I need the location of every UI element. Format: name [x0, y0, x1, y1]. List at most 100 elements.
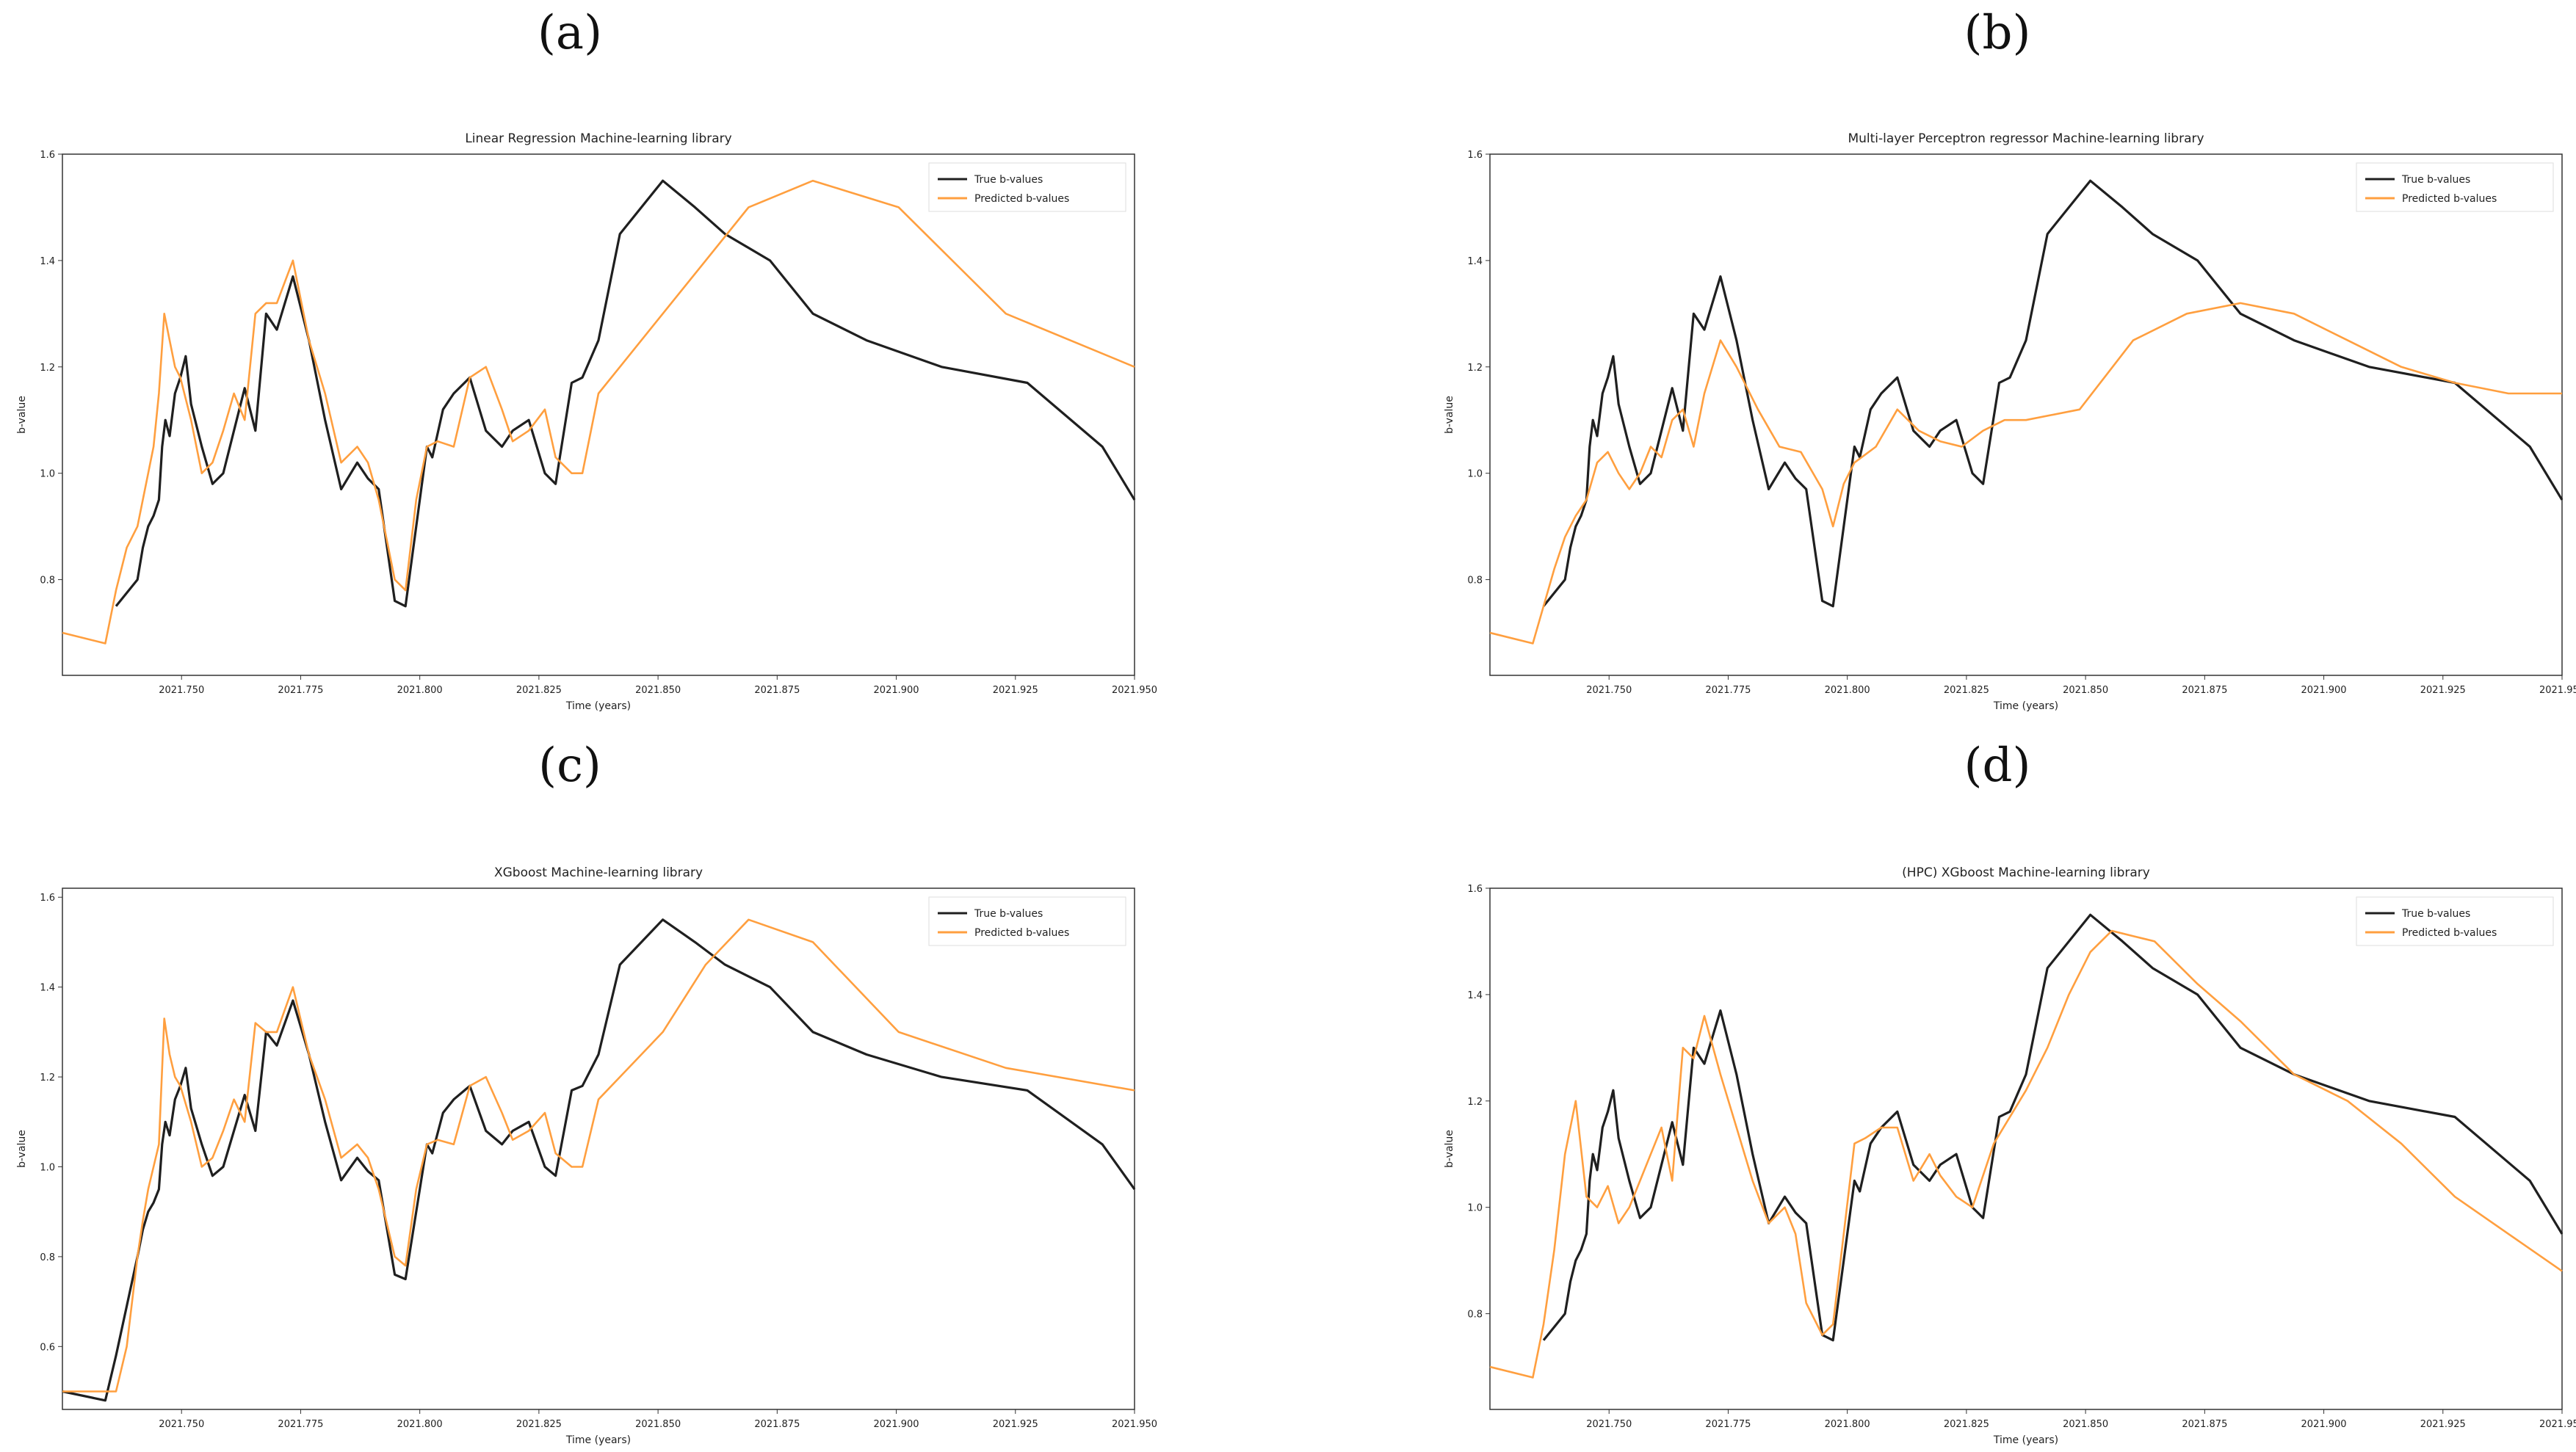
x-tick-label: 2021.950: [1112, 1419, 1157, 1430]
x-tick-label: 2021.950: [2539, 1419, 2576, 1430]
y-tick-label: 1.0: [40, 469, 55, 480]
x-tick-label: 2021.925: [2420, 685, 2466, 696]
x-tick-label: 2021.800: [397, 685, 443, 696]
x-tick-label: 2021.850: [2063, 1419, 2108, 1430]
chart-title: Linear Regression Machine-learning libra…: [465, 131, 731, 146]
chart-mlp-regressor: Multi-layer Perceptron regressor Machine…: [1444, 131, 2576, 712]
x-tick-label: 2021.825: [1944, 685, 1989, 696]
x-axis-label: Time (years): [1993, 1434, 2058, 1446]
series-line-true: [115, 179, 1136, 608]
series-line-true: [1542, 913, 2564, 1342]
x-tick-label: 2021.925: [993, 685, 1038, 696]
series-line-true: [62, 918, 1136, 1402]
x-tick-label: 2021.775: [278, 1419, 323, 1430]
x-tick-label: 2021.950: [1112, 685, 1157, 696]
x-tick-label: 2021.800: [1825, 685, 1870, 696]
x-tick-label: 2021.875: [2182, 1419, 2227, 1430]
y-tick-label: 1.4: [40, 983, 55, 994]
y-tick-label: 1.6: [40, 893, 55, 904]
y-tick-label: 1.0: [40, 1162, 55, 1173]
x-tick-label: 2021.875: [754, 685, 800, 696]
series-line-predicted: [1489, 929, 2563, 1379]
y-axis-label: b-value: [1444, 1130, 1455, 1168]
panel-label-a: (a): [537, 6, 603, 60]
x-tick-label: 2021.900: [2301, 685, 2347, 696]
x-tick-label: 2021.900: [874, 685, 919, 696]
x-axis-label: Time (years): [565, 700, 631, 712]
plot-frame: [62, 153, 1135, 676]
y-tick-label: 1.0: [1467, 469, 1483, 480]
y-tick-label: 1.6: [40, 150, 55, 161]
y-tick-label: 1.4: [1467, 256, 1483, 267]
x-tick-label: 2021.900: [874, 1419, 919, 1430]
y-tick-label: 0.8: [1467, 576, 1483, 587]
x-tick-label: 2021.800: [1825, 1419, 1870, 1430]
x-tick-label: 2021.900: [2301, 1419, 2347, 1430]
x-tick-label: 2021.875: [754, 1419, 800, 1430]
legend-entry: Predicted b-values: [974, 193, 1069, 205]
x-axis-label: Time (years): [1993, 700, 2058, 712]
y-tick-label: 1.2: [1467, 363, 1483, 374]
y-tick-label: 1.2: [40, 363, 55, 374]
x-tick-label: 2021.850: [635, 1419, 681, 1430]
legend-entry: True b-values: [2401, 908, 2470, 920]
chart-title: XGboost Machine-learning library: [494, 865, 703, 880]
x-axis-label: Time (years): [565, 1434, 631, 1446]
series-line-predicted: [62, 179, 1135, 645]
x-tick-label: 2021.825: [516, 1419, 562, 1430]
x-tick-label: 2021.775: [278, 685, 323, 696]
panel-label-c: (c): [538, 738, 601, 793]
y-axis-label: b-value: [16, 396, 28, 434]
legend-box: [928, 162, 1126, 212]
x-tick-label: 2021.925: [993, 1419, 1038, 1430]
x-tick-label: 2021.825: [1944, 1419, 1989, 1430]
panel-label-d: (d): [1964, 738, 2031, 793]
y-axis-label: b-value: [16, 1130, 28, 1168]
x-tick-label: 2021.875: [2182, 685, 2227, 696]
y-tick-label: 1.6: [1467, 884, 1483, 895]
panel-label-b: (b): [1964, 6, 2031, 60]
y-tick-label: 0.8: [40, 1252, 55, 1263]
chart-title: Multi-layer Perceptron regressor Machine…: [1848, 131, 2204, 146]
y-tick-label: 1.2: [40, 1072, 55, 1083]
x-tick-label: 2021.775: [1705, 685, 1751, 696]
legend-entry: Predicted b-values: [2402, 193, 2497, 205]
y-tick-label: 1.4: [40, 256, 55, 267]
x-tick-label: 2021.850: [635, 685, 681, 696]
x-tick-label: 2021.775: [1705, 1419, 1751, 1430]
chart-xgboost: XGboost Machine-learning library 0.6 0.8 1.…: [16, 865, 1157, 1446]
legend-entry: True b-values: [2401, 174, 2470, 186]
y-tick-label: 0.8: [1467, 1310, 1483, 1321]
series-line-predicted: [62, 918, 1135, 1393]
plot-frame: [1489, 887, 2563, 1410]
x-tick-label: 2021.850: [2063, 685, 2108, 696]
x-tick-label: 2021.800: [397, 1419, 443, 1430]
legend-box: [2356, 162, 2554, 212]
legend-entry: Predicted b-values: [974, 927, 1069, 939]
chart-linear-regression: Linear Regression Machine-learning libra…: [16, 131, 1157, 712]
y-tick-label: 1.6: [1467, 150, 1483, 161]
chart-title: (HPC) XGboost Machine-learning library: [1902, 865, 2150, 880]
legend-box: [928, 896, 1126, 946]
legend-entry: True b-values: [974, 908, 1043, 920]
x-tick-label: 2021.825: [516, 685, 562, 696]
plot-frame: [62, 887, 1135, 1410]
plot-frame: [1489, 153, 2563, 676]
x-tick-label: 2021.925: [2420, 1419, 2466, 1430]
legend-box: [2356, 896, 2554, 946]
legend-entry: True b-values: [974, 174, 1043, 186]
x-tick-label: 2021.750: [1586, 1419, 1632, 1430]
y-tick-label: 0.6: [40, 1342, 55, 1353]
series-line-true: [1542, 179, 2564, 608]
y-tick-label: 0.8: [40, 576, 55, 587]
y-tick-label: 1.4: [1467, 990, 1483, 1001]
y-tick-label: 1.0: [1467, 1203, 1483, 1214]
legend-entry: Predicted b-values: [2402, 927, 2497, 939]
x-tick-label: 2021.750: [159, 685, 204, 696]
y-axis-label: b-value: [1444, 396, 1455, 434]
chart-hpc-xgboost: (HPC) XGboost Machine-learning library 0.…: [1444, 865, 2576, 1446]
y-tick-label: 1.2: [1467, 1097, 1483, 1108]
series-line-predicted: [1489, 302, 2562, 645]
x-tick-label: 2021.750: [1586, 685, 1632, 696]
x-tick-label: 2021.950: [2539, 685, 2576, 696]
